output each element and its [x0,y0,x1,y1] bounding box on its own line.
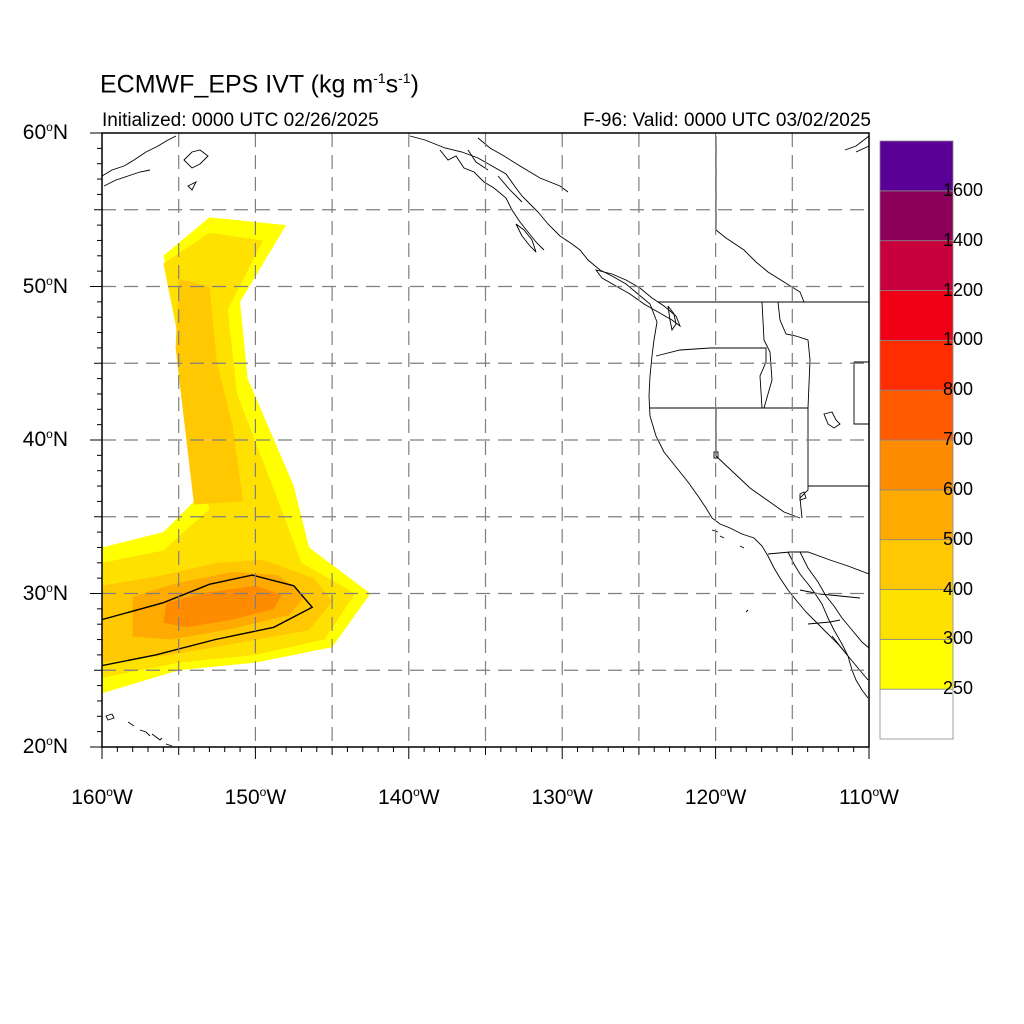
colorbar-swatch [879,589,954,640]
colorbar-swatch [879,539,954,590]
colorbar-swatch [879,489,954,541]
us-mexico-border [767,551,869,575]
nevada-arizona-border [799,408,809,519]
lat-tick-label: 50oN [22,273,68,298]
valid-time-label: F-96: Valid: 0000 UTC 03/02/2025 [583,110,871,131]
gulf-of-california-coastline [799,551,869,649]
colorbar-tick-label: 300 [943,628,974,649]
haida-gwaii-coastline [515,223,537,253]
colorbar-swatch [879,688,954,740]
vancouver-island-coastline [594,269,682,328]
colorbar-tick-label: 700 [943,429,974,449]
colorbar-tick-label: 1200 [943,279,984,300]
west-coast-coastline [409,135,869,681]
bc-alaska-border [477,137,569,193]
kodiak-island-coastline [183,149,209,191]
canada-province-border [715,136,805,303]
colorbar-swatch [879,140,954,192]
colorbar-tick-label: 1400 [943,229,984,250]
lon-tick-label: 150oW [224,785,287,809]
puget-sound [667,305,677,332]
colorbar-tick-label: 500 [943,528,974,549]
lon-tick-label: 120oW [684,785,747,809]
colorbar-tick-label: 800 [943,379,974,400]
baja-peninsula-coastline [787,551,869,699]
state-borders [477,136,869,625]
lon-tick-label: 130oW [531,785,593,809]
idaho-outline [761,301,811,409]
ivt-region-400-3 [175,278,244,505]
graticule [102,133,869,747]
ivt-region-600-5 [163,585,282,628]
map-title: ECMWF_EPS IVT (kg m-1s-1) [100,70,419,99]
alaska-peninsula-coastline [102,135,177,187]
colorbar-swatch [879,339,954,391]
lon-tick-label: 110oW [839,785,899,809]
ivt-contour [102,574,314,667]
wyoming-border [853,361,869,425]
ivt-shading [102,217,371,694]
lon-tick-label: 160oW [71,785,133,809]
colorbar-swatch [879,290,954,341]
contour-line-600 [102,574,314,667]
washington-oregon-border [655,347,767,409]
alaska-panhandle-islands [439,149,545,251]
colorbar-tick-label: 600 [943,478,974,499]
colorbar-swatch [879,240,954,291]
colorbar-tick-label: 1000 [943,329,984,350]
init-time-label: Initialized: 0000 UTC 02/26/2025 [102,110,379,131]
colorbar-tick-label: 250 [943,678,974,699]
map-frame [101,132,870,748]
hawaii-islands [105,713,173,747]
lat-tick-label: 20oN [22,734,68,758]
lake-mead [799,491,807,501]
lat-tick-label: 60oN [22,120,68,144]
colorbar-tick-label: 1600 [943,179,984,200]
axis-ticks [90,132,870,759]
lon-tick-label: 140oW [378,785,440,809]
mexico-state-borders [799,589,861,625]
great-salt-lake [823,411,841,429]
colorbar [879,140,954,740]
colorbar-tick-label: 400 [943,578,974,599]
lat-tick-label: 30oN [22,580,68,605]
lat-tick-label: 40oN [22,427,68,451]
coastlines [102,135,869,747]
lake-tahoe [713,451,719,459]
colorbar-swatch [879,638,954,690]
colorbar-swatch [879,439,954,491]
channel-islands [711,529,749,613]
colorbar-swatch [879,389,954,441]
california-nevada-border [715,408,801,519]
